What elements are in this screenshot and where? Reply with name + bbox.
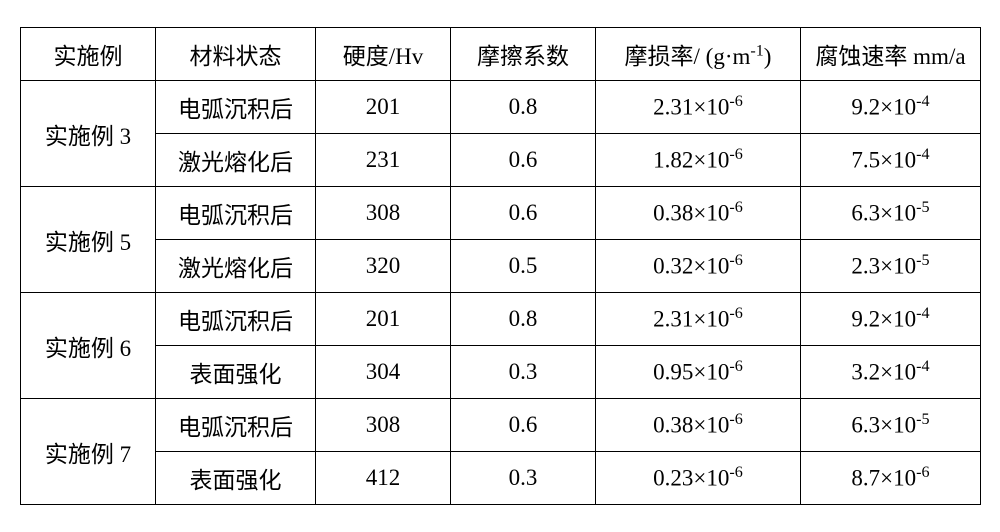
data-table-container: 实施例 材料状态 硬度/Hv 摩擦系数 摩损率/ (g·m-1) 腐蚀速率 mm… xyxy=(20,27,980,505)
corr-exp: -5 xyxy=(916,411,929,428)
cell-state: 激光熔化后 xyxy=(156,134,316,187)
cell-hardness: 231 xyxy=(316,134,451,187)
wear-base: 0.32×10 xyxy=(653,254,729,279)
table-row: 实施例 6 电弧沉积后 201 0.8 2.31×10-6 9.2×10-4 xyxy=(21,293,981,346)
corr-base: 3.2×10 xyxy=(851,360,916,385)
wear-label-sup: -1 xyxy=(750,42,763,59)
cell-corrosion: 8.7×10-6 xyxy=(801,452,981,505)
corr-exp: -4 xyxy=(916,146,929,163)
cell-wear: 0.23×10-6 xyxy=(596,452,801,505)
wear-exp: -6 xyxy=(729,358,742,375)
table-row: 实施例 3 电弧沉积后 201 0.8 2.31×10-6 9.2×10-4 xyxy=(21,81,981,134)
cell-state: 电弧沉积后 xyxy=(156,81,316,134)
cell-corrosion: 6.3×10-5 xyxy=(801,399,981,452)
cell-corrosion: 9.2×10-4 xyxy=(801,293,981,346)
cell-friction: 0.3 xyxy=(451,346,596,399)
data-table: 实施例 材料状态 硬度/Hv 摩擦系数 摩损率/ (g·m-1) 腐蚀速率 mm… xyxy=(20,27,981,505)
wear-exp: -6 xyxy=(729,199,742,216)
col-header-example: 实施例 xyxy=(21,28,156,81)
cell-wear: 0.38×10-6 xyxy=(596,399,801,452)
wear-exp: -6 xyxy=(729,411,742,428)
wear-base: 0.38×10 xyxy=(653,413,729,438)
cell-state: 电弧沉积后 xyxy=(156,293,316,346)
corr-exp: -4 xyxy=(916,305,929,322)
table-row: 表面强化 412 0.3 0.23×10-6 8.7×10-6 xyxy=(21,452,981,505)
wear-exp: -6 xyxy=(729,146,742,163)
wear-exp: -6 xyxy=(729,305,742,322)
cell-hardness: 320 xyxy=(316,240,451,293)
cell-friction: 0.6 xyxy=(451,399,596,452)
wear-base: 2.31×10 xyxy=(653,307,729,332)
cell-example: 实施例 5 xyxy=(21,187,156,293)
cell-corrosion: 7.5×10-4 xyxy=(801,134,981,187)
corr-base: 8.7×10 xyxy=(851,466,916,491)
col-header-corrosion: 腐蚀速率 mm/a xyxy=(801,28,981,81)
cell-friction: 0.5 xyxy=(451,240,596,293)
cell-hardness: 412 xyxy=(316,452,451,505)
col-header-state: 材料状态 xyxy=(156,28,316,81)
wear-base: 0.23×10 xyxy=(653,466,729,491)
corr-base: 6.3×10 xyxy=(851,413,916,438)
col-header-friction: 摩擦系数 xyxy=(451,28,596,81)
wear-label-pre: 摩损率/ (g·m xyxy=(625,44,751,69)
cell-example: 实施例 3 xyxy=(21,81,156,187)
cell-friction: 0.6 xyxy=(451,134,596,187)
table-row: 实施例 5 电弧沉积后 308 0.6 0.38×10-6 6.3×10-5 xyxy=(21,187,981,240)
cell-wear: 2.31×10-6 xyxy=(596,81,801,134)
table-row: 激光熔化后 231 0.6 1.82×10-6 7.5×10-4 xyxy=(21,134,981,187)
wear-base: 0.95×10 xyxy=(653,360,729,385)
cell-example: 实施例 7 xyxy=(21,399,156,505)
corr-exp: -6 xyxy=(916,464,929,481)
cell-example: 实施例 6 xyxy=(21,293,156,399)
cell-corrosion: 9.2×10-4 xyxy=(801,81,981,134)
corr-base: 6.3×10 xyxy=(851,201,916,226)
wear-exp: -6 xyxy=(729,464,742,481)
corr-exp: -4 xyxy=(916,93,929,110)
corr-base: 2.3×10 xyxy=(851,254,916,279)
table-row: 激光熔化后 320 0.5 0.32×10-6 2.3×10-5 xyxy=(21,240,981,293)
corr-exp: -5 xyxy=(916,252,929,269)
cell-friction: 0.3 xyxy=(451,452,596,505)
cell-wear: 2.31×10-6 xyxy=(596,293,801,346)
cell-wear: 0.95×10-6 xyxy=(596,346,801,399)
cell-state: 表面强化 xyxy=(156,452,316,505)
cell-corrosion: 3.2×10-4 xyxy=(801,346,981,399)
wear-base: 0.38×10 xyxy=(653,201,729,226)
cell-friction: 0.8 xyxy=(451,81,596,134)
corr-exp: -5 xyxy=(916,199,929,216)
col-header-wear: 摩损率/ (g·m-1) xyxy=(596,28,801,81)
cell-state: 电弧沉积后 xyxy=(156,187,316,240)
table-row: 表面强化 304 0.3 0.95×10-6 3.2×10-4 xyxy=(21,346,981,399)
cell-state: 表面强化 xyxy=(156,346,316,399)
wear-base: 2.31×10 xyxy=(653,95,729,120)
cell-wear: 0.32×10-6 xyxy=(596,240,801,293)
corr-base: 9.2×10 xyxy=(851,95,916,120)
cell-wear: 0.38×10-6 xyxy=(596,187,801,240)
table-row: 实施例 7 电弧沉积后 308 0.6 0.38×10-6 6.3×10-5 xyxy=(21,399,981,452)
wear-exp: -6 xyxy=(729,93,742,110)
cell-hardness: 201 xyxy=(316,293,451,346)
wear-exp: -6 xyxy=(729,252,742,269)
corr-base: 7.5×10 xyxy=(851,148,916,173)
corr-exp: -4 xyxy=(916,358,929,375)
wear-label-post: ) xyxy=(764,44,772,69)
cell-wear: 1.82×10-6 xyxy=(596,134,801,187)
cell-corrosion: 2.3×10-5 xyxy=(801,240,981,293)
corr-base: 9.2×10 xyxy=(851,307,916,332)
cell-friction: 0.8 xyxy=(451,293,596,346)
cell-state: 激光熔化后 xyxy=(156,240,316,293)
wear-base: 1.82×10 xyxy=(653,148,729,173)
cell-state: 电弧沉积后 xyxy=(156,399,316,452)
cell-hardness: 308 xyxy=(316,187,451,240)
cell-hardness: 201 xyxy=(316,81,451,134)
cell-hardness: 304 xyxy=(316,346,451,399)
table-header-row: 实施例 材料状态 硬度/Hv 摩擦系数 摩损率/ (g·m-1) 腐蚀速率 mm… xyxy=(21,28,981,81)
cell-friction: 0.6 xyxy=(451,187,596,240)
cell-corrosion: 6.3×10-5 xyxy=(801,187,981,240)
cell-hardness: 308 xyxy=(316,399,451,452)
col-header-hardness: 硬度/Hv xyxy=(316,28,451,81)
